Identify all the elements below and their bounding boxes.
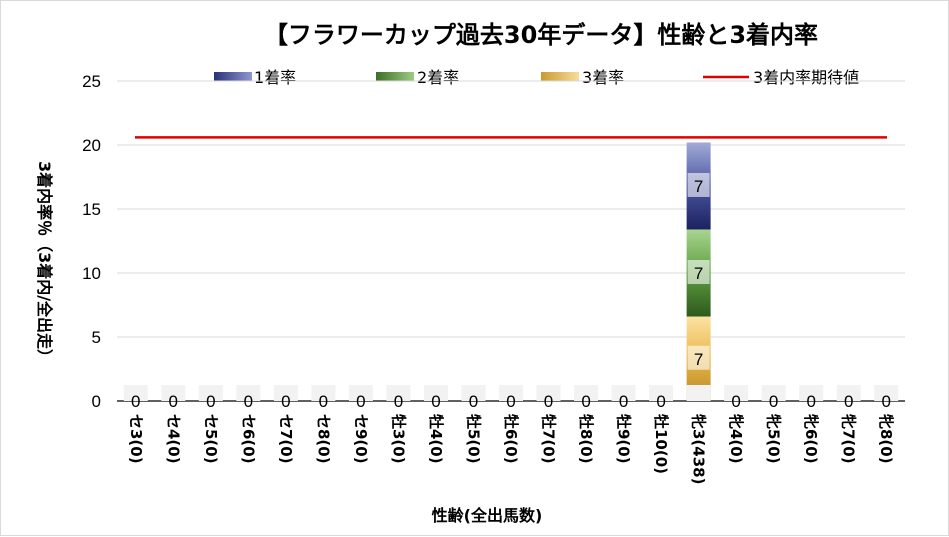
stack-label-box [687,260,710,284]
legend-label-3: 3着率 [582,68,624,87]
data-label-box [236,385,261,401]
y-tick-label: 20 [82,136,101,155]
data-label-box [611,385,636,401]
x-tick-label: セ6(0) [239,414,257,464]
data-label-box [799,385,824,401]
x-tick-label: 牝6(0) [802,414,820,464]
data-label-box [874,385,899,401]
x-axis-label: 性齢(全出馬数) [432,506,543,525]
x-tick-label: セ5(0) [202,414,220,464]
x-tick-label: 牡3(0) [389,414,407,464]
x-tick-label: セ4(0) [164,414,182,464]
data-label: 0 [169,392,178,411]
data-label-box [649,385,674,401]
y-tick-label: 10 [82,264,101,283]
y-axis-label: 3着内率％（3着内/全出走） [35,161,54,365]
data-label-box [686,385,711,401]
data-label-box [348,385,373,401]
legend: 1着率 2着率 3着率 3着内率期待値 [214,68,859,87]
data-label-box [536,385,561,401]
data-label-box [836,385,861,401]
data-label: 0 [206,392,215,411]
data-label: 0 [281,392,290,411]
x-tick-label: 牝3(438) [690,414,708,484]
data-label: 0 [731,392,740,411]
x-tick-label: セ3(0) [127,414,145,464]
data-label-box [123,385,148,401]
data-label: 0 [431,392,440,411]
data-label: 0 [769,392,778,411]
x-tick-label: 牝7(0) [840,414,858,464]
legend-swatch-2 [376,72,414,81]
data-label-box [499,385,523,401]
stack-label-box [687,345,710,370]
data-label-box [761,385,786,401]
x-tick-label: 牡5(0) [464,414,482,464]
data-label-box [273,385,298,401]
x-tick-label: 牝4(0) [727,414,745,464]
x-tick-label: 牡6(0) [502,414,520,464]
data-label: 0 [356,392,365,411]
x-tick-label: 牡4(0) [427,414,445,464]
x-tick-label: 牡7(0) [540,414,558,464]
x-tick-label: 牝5(0) [765,414,783,464]
stack-label: 7 [694,350,703,369]
data-label: 0 [244,392,253,411]
data-label: 0 [656,392,665,411]
legend-label-1: 1着率 [254,68,296,87]
data-label-box [161,385,186,401]
x-tick-label: セ9(0) [352,414,370,464]
data-label: 0 [581,392,590,411]
legend-label-2: 2着率 [417,68,459,87]
x-tick-label: 牡8(0) [577,414,595,464]
x-tick-label: 牡9(0) [615,414,633,464]
data-label: 0 [506,392,515,411]
data-label: 0 [131,392,140,411]
data-label: 0 [844,392,853,411]
data-label-box [311,385,336,401]
stack-label: 7 [694,177,703,196]
y-tick-label: 25 [82,72,101,91]
x-tick-label: セ7(0) [277,414,295,464]
x-tick-label: 牝8(0) [877,414,895,464]
stack-label-box [687,172,710,197]
data-label: 0 [544,392,553,411]
chart-title: 【フラワーカップ過去30年データ】性齢と3着内率 [264,21,818,49]
data-label-box [461,385,486,401]
data-label: 0 [619,392,628,411]
legend-swatch-3 [541,72,579,81]
x-tick-label: 牡10(0) [652,414,670,474]
legend-label-reference: 3着内率期待値 [753,68,859,87]
data-label: 0 [806,392,815,411]
data-label-box [386,385,411,401]
data-label: 0 [882,392,891,411]
stack-label: 7 [694,264,703,283]
data-label: 0 [319,392,328,411]
y-tick-label: 5 [92,328,101,347]
legend-swatch-1 [214,72,252,81]
data-label-box [198,385,223,401]
data-label-box [724,385,749,401]
y-tick-label: 0 [92,392,101,411]
x-tick-label: セ8(0) [314,414,332,464]
data-label: 0 [394,392,403,411]
data-label-box [574,385,599,401]
data-label-box [423,385,448,401]
y-tick-label: 15 [82,200,101,219]
data-label: 0 [469,392,478,411]
